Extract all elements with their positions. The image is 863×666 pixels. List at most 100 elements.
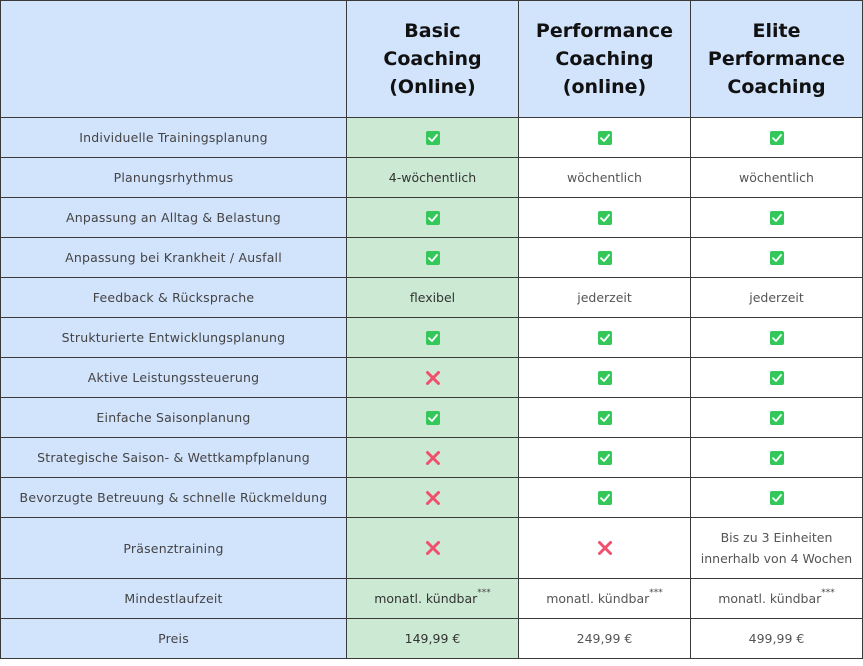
cell-performance: 249,99 € (518, 618, 691, 659)
cell-elite: Bis zu 3 Einheiten innerhalb von 4 Woche… (690, 517, 863, 579)
table-row: Einfache Saisonplanung (0, 397, 863, 438)
check-icon (597, 491, 612, 506)
cross-icon (425, 540, 441, 556)
check-icon (769, 131, 784, 146)
footnote-marker: *** (821, 588, 835, 598)
check-icon (769, 251, 784, 266)
cell-performance (518, 477, 691, 518)
check-icon (597, 131, 612, 146)
footnote-marker: *** (649, 588, 663, 598)
cell-basic: flexibel (346, 277, 519, 318)
cell-performance (518, 197, 691, 238)
cell-elite: jederzeit (690, 277, 863, 318)
header-corner (0, 0, 347, 118)
check-icon (425, 411, 440, 426)
cell-text: 149,99 € (404, 631, 461, 646)
cell-elite (690, 357, 863, 398)
cell-text: jederzeit (577, 290, 632, 305)
feature-label: Mindestlaufzeit (0, 578, 347, 619)
check-icon (769, 371, 784, 386)
header-performance: Performance Coaching (online) (518, 0, 691, 118)
feature-label: Strukturierte Entwicklungsplanung (0, 317, 347, 358)
cell-performance (518, 357, 691, 398)
feature-label: Strategische Saison- & Wettkampfplanung (0, 437, 347, 478)
cell-performance: monatl. kündbar*** (518, 578, 691, 619)
check-icon (597, 331, 612, 346)
header-elite: Elite Performance Coaching (690, 0, 863, 118)
cell-performance (518, 397, 691, 438)
cell-elite (690, 317, 863, 358)
table-row: Bevorzugte Betreuung & schnelle Rückmeld… (0, 477, 863, 518)
check-icon (769, 331, 784, 346)
cross-icon (597, 540, 613, 556)
feature-label: Preis (0, 618, 347, 659)
cell-text: wöchentlich (567, 170, 642, 185)
cell-performance: wöchentlich (518, 157, 691, 198)
cross-icon (425, 490, 441, 506)
cell-elite: 499,99 € (690, 618, 863, 659)
table-row: Anpassung an Alltag & Belastung (0, 197, 863, 238)
table-row: Anpassung bei Krankheit / Ausfall (0, 237, 863, 278)
table-row: Mindestlaufzeit monatl. kündbar*** monatl.… (0, 578, 863, 619)
cell-performance (518, 317, 691, 358)
check-icon (597, 411, 612, 426)
check-icon (425, 131, 440, 146)
cell-text: monatl. kündbar (546, 591, 650, 606)
feature-label: Bevorzugte Betreuung & schnelle Rückmeld… (0, 477, 347, 518)
header-basic: Basic Coaching (Online) (346, 0, 519, 118)
cell-basic (346, 237, 519, 278)
cell-text: 249,99 € (576, 631, 633, 646)
table-row: Präsenztraining Bis zu 3 Einheiten innerh… (0, 517, 863, 579)
table-row: Feedback & Rücksprache flexibel jederzeit j… (0, 277, 863, 318)
cell-text: jederzeit (749, 290, 804, 305)
cell-basic: monatl. kündbar*** (346, 578, 519, 619)
table-row: Planungsrhythmus 4-wöchentlich wöchentlich… (0, 157, 863, 198)
cell-basic (346, 357, 519, 398)
cell-elite (690, 237, 863, 278)
cell-text: Bis zu 3 Einheiten innerhalb von 4 Woche… (700, 530, 853, 566)
cell-basic: 4-wöchentlich (346, 157, 519, 198)
check-icon (769, 491, 784, 506)
cell-basic (346, 517, 519, 579)
cell-text: wöchentlich (739, 170, 814, 185)
feature-label: Präsenztraining (0, 517, 347, 579)
cell-text: monatl. kündbar (718, 591, 822, 606)
table-row: Individuelle Trainingsplanung (0, 117, 863, 158)
cross-icon (425, 370, 441, 386)
cell-text: 499,99 € (748, 631, 805, 646)
check-icon (769, 211, 784, 226)
table-row: Preis 149,99 € 249,99 € 499,99 € (0, 618, 863, 659)
check-icon (425, 211, 440, 226)
check-icon (597, 211, 612, 226)
table-row: Strategische Saison- & Wettkampfplanung (0, 437, 863, 478)
feature-label: Individuelle Trainingsplanung (0, 117, 347, 158)
check-icon (597, 451, 612, 466)
cell-elite (690, 397, 863, 438)
check-icon (597, 371, 612, 386)
check-icon (769, 451, 784, 466)
cell-performance (518, 517, 691, 579)
check-icon (769, 411, 784, 426)
cell-elite (690, 477, 863, 518)
table-row: Aktive Leistungssteuerung (0, 357, 863, 398)
header-row: Basic Coaching (Online) Performance Coac… (0, 0, 863, 118)
cell-text: 4-wöchentlich (388, 170, 477, 185)
check-icon (597, 251, 612, 266)
cell-performance (518, 117, 691, 158)
feature-label: Feedback & Rücksprache (0, 277, 347, 318)
cell-elite (690, 117, 863, 158)
cell-text: monatl. kündbar (374, 591, 478, 606)
cell-performance: jederzeit (518, 277, 691, 318)
feature-label: Anpassung bei Krankheit / Ausfall (0, 237, 347, 278)
feature-label: Einfache Saisonplanung (0, 397, 347, 438)
footnote-marker: *** (477, 588, 491, 598)
table-row: Strukturierte Entwicklungsplanung (0, 317, 863, 358)
cell-basic (346, 317, 519, 358)
feature-label: Aktive Leistungssteuerung (0, 357, 347, 398)
cell-basic: 149,99 € (346, 618, 519, 659)
cell-elite: monatl. kündbar*** (690, 578, 863, 619)
check-icon (425, 331, 440, 346)
feature-label: Planungsrhythmus (0, 157, 347, 198)
feature-label: Anpassung an Alltag & Belastung (0, 197, 347, 238)
